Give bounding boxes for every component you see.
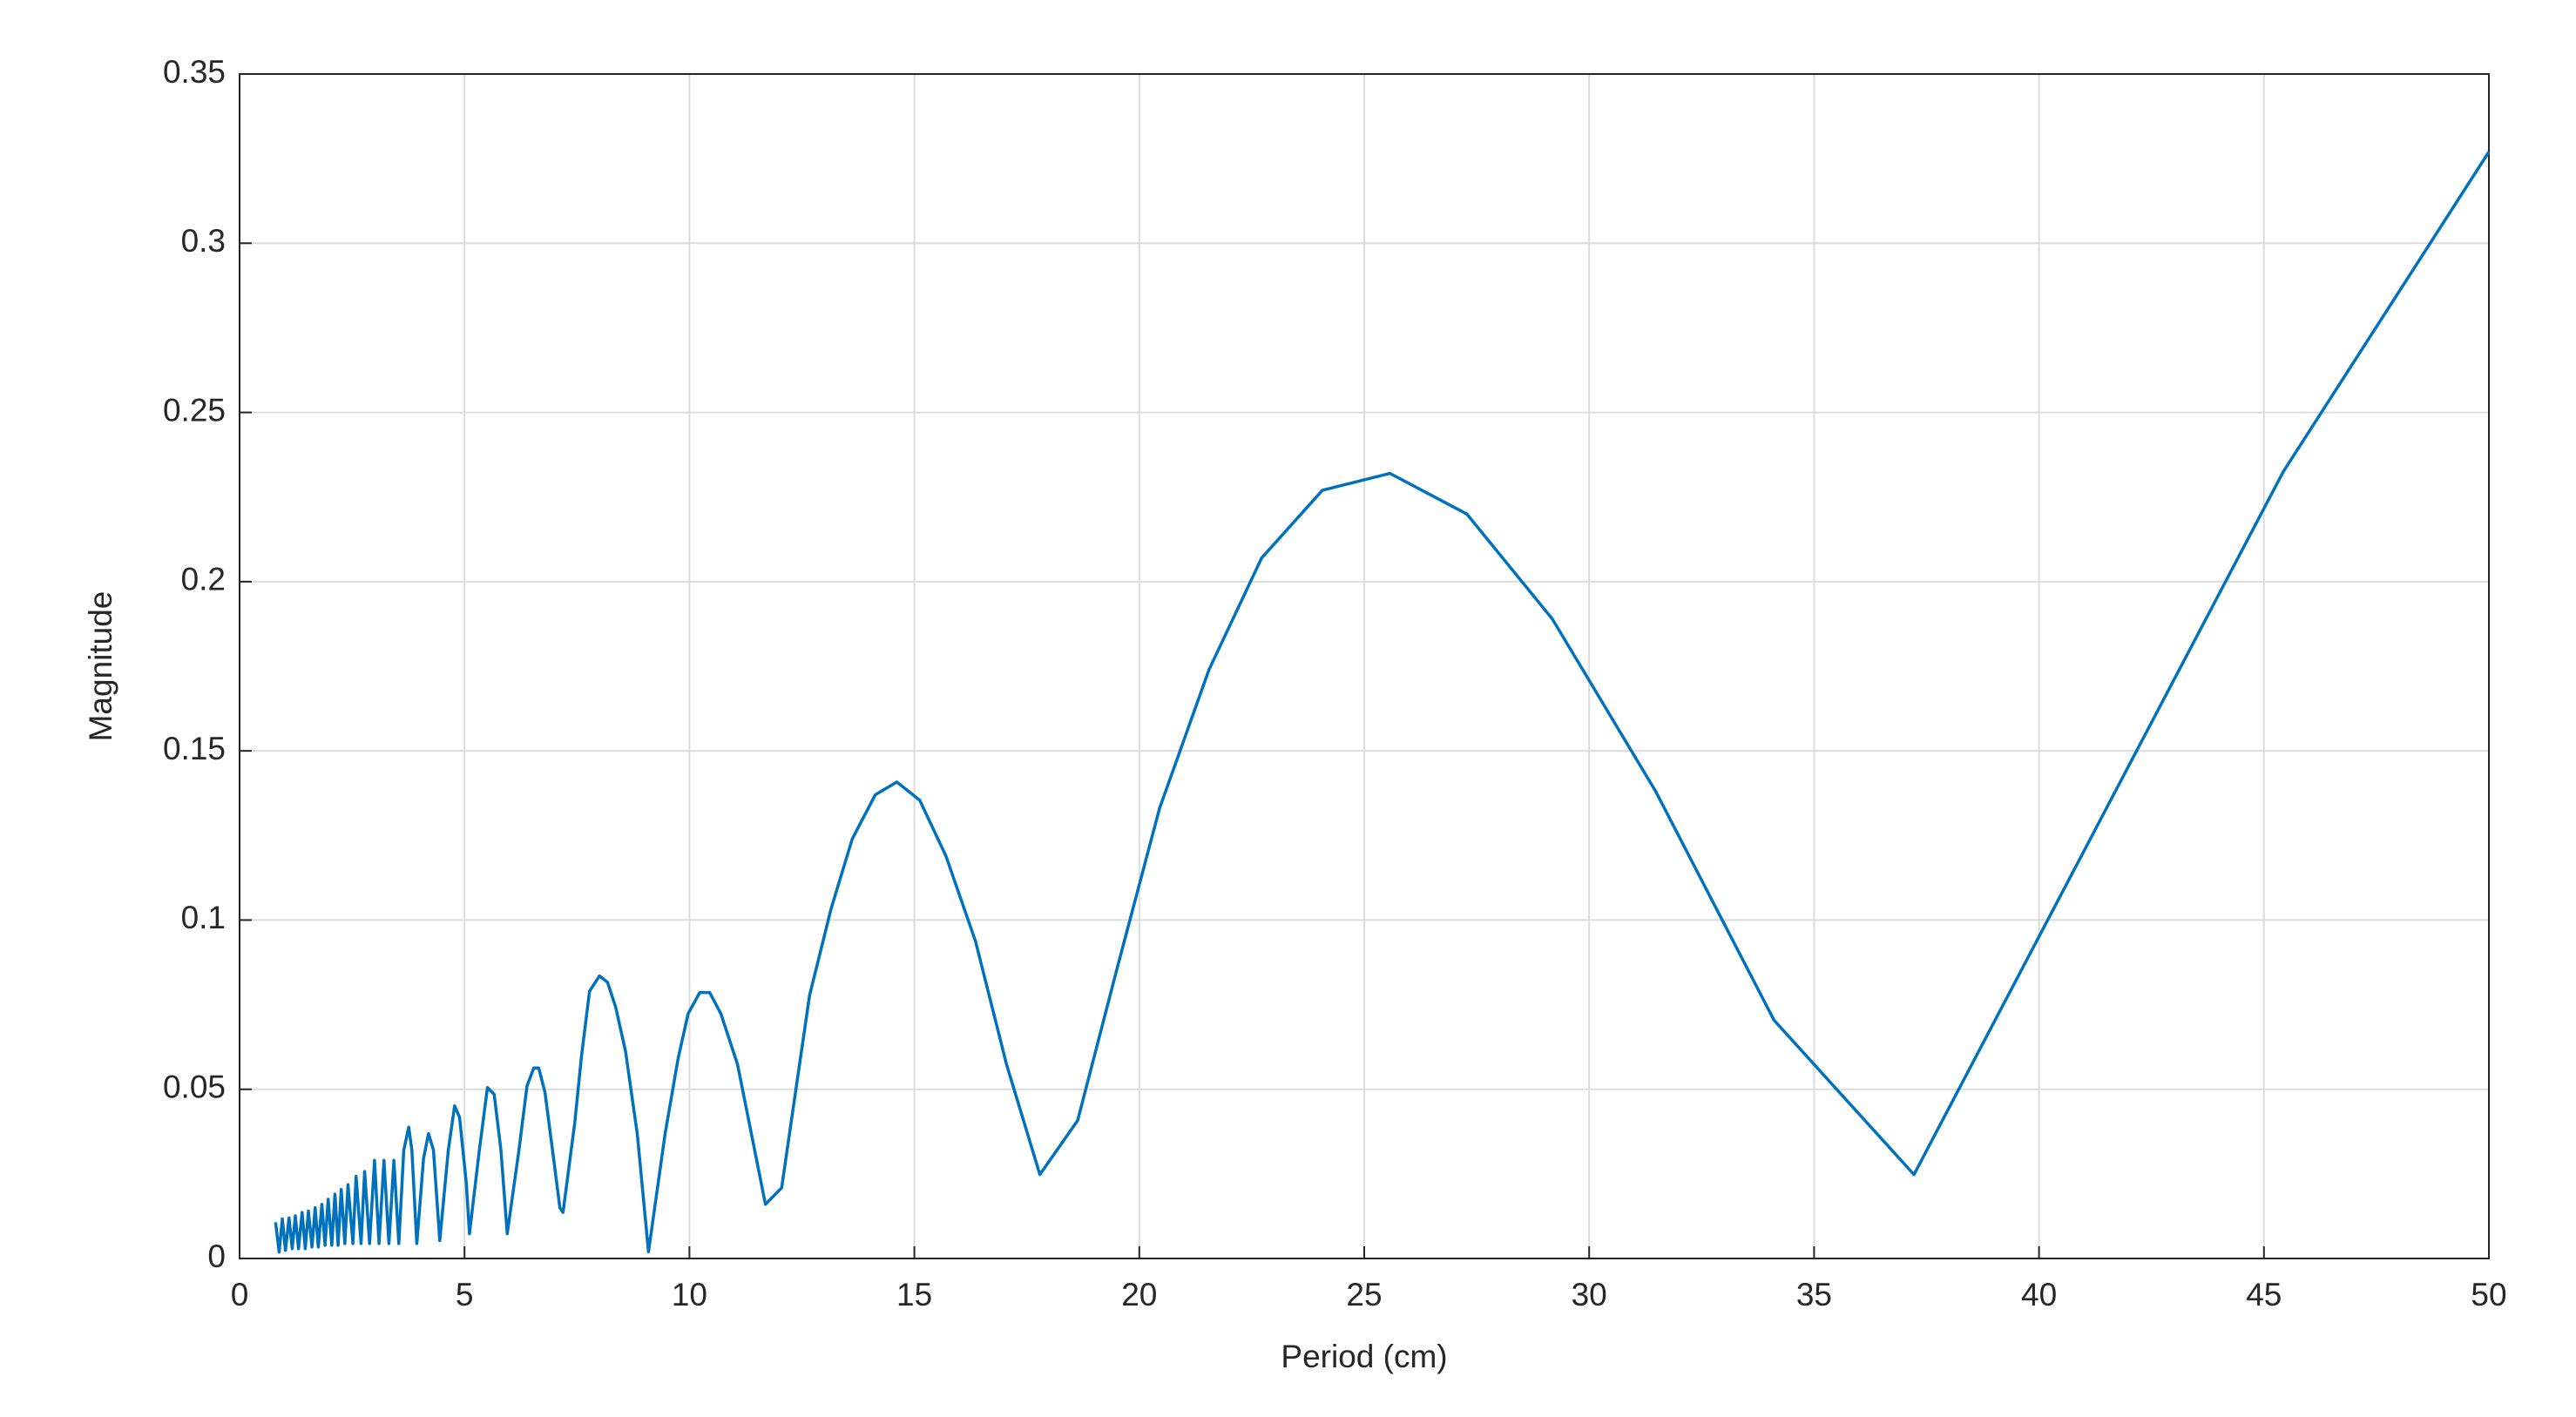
x-tick-label: 0 [231,1277,249,1312]
x-tick-label: 40 [2021,1277,2057,1312]
x-tick-label: 5 [456,1277,474,1312]
y-tick-label: 0.25 [163,392,226,428]
x-tick-label: 30 [1572,1277,1607,1312]
y-tick-label: 0 [207,1238,226,1274]
x-tick-label: 25 [1346,1277,1382,1312]
x-tick-label: 50 [2471,1277,2506,1312]
x-tick-label: 45 [2246,1277,2282,1312]
data-line [274,151,2491,1254]
y-tick-label: 0.1 [181,900,226,935]
y-tick-label: 0.15 [163,731,226,766]
y-tick-label: 0.2 [181,562,226,597]
y-tick-label: 0.35 [163,54,226,90]
x-tick-label: 10 [672,1277,707,1312]
y-tick-label: 0.3 [181,223,226,259]
x-axis-label: Period (cm) [1281,1339,1447,1374]
y-axis-label: Magnitude [83,591,118,742]
x-tick-label: 15 [896,1277,932,1312]
axes-box [239,73,2490,1259]
y-tick-label: 0.05 [163,1069,226,1104]
x-tick-label: 35 [1796,1277,1832,1312]
x-tick-label: 20 [1121,1277,1157,1312]
